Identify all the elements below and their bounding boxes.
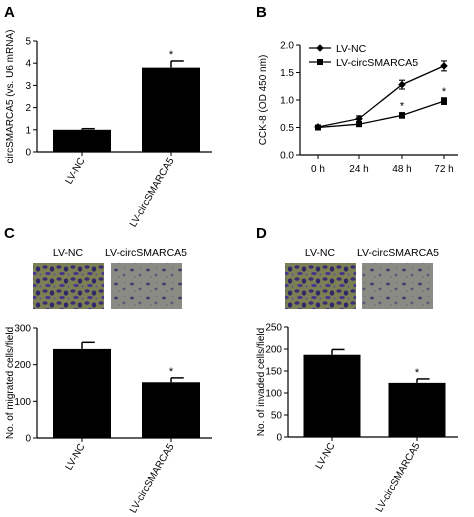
chart-d-y-tick-label: 150 bbox=[265, 367, 282, 378]
micrograph-c-lv-nc bbox=[33, 263, 104, 309]
chart-d-y-tick-label: 50 bbox=[271, 411, 283, 422]
panel-label-a: A bbox=[4, 4, 15, 21]
chart-d-y-tick-label: 250 bbox=[265, 323, 282, 334]
chart-b: 0.0 0.5 1.0 1.5 2.0 CCK-8 (OD 450 nm) 0 h 24 h 4… bbox=[258, 41, 458, 175]
chart-a-y-axis-label: circSMARCA5 (vs. U6 mRNA) bbox=[5, 30, 16, 164]
panel-label-c: C bbox=[4, 225, 15, 242]
chart-a-x-tick-label: LV-NC bbox=[64, 156, 88, 186]
chart-b-legend-label: LV-circSMARCA5 bbox=[336, 57, 418, 69]
chart-b-y-tick-label: 1.0 bbox=[280, 96, 294, 107]
chart-c-y-tick-label: 200 bbox=[14, 360, 31, 371]
chart-c-significance-marker: * bbox=[169, 366, 174, 378]
chart-b-y-tick-label: 1.5 bbox=[280, 68, 294, 79]
chart-b-y-tick-label: 0.0 bbox=[280, 151, 294, 162]
chart-d-x-tick-label: LV-NC bbox=[314, 441, 338, 471]
panel-label-d: D bbox=[256, 225, 267, 242]
micrograph-d-lv-nc bbox=[285, 263, 356, 309]
chart-a-y-tick-label: 3 bbox=[25, 81, 31, 92]
chart-d-y-tick-label: 200 bbox=[265, 345, 282, 356]
chart-b-legend-label: LV-NC bbox=[336, 43, 367, 55]
chart-b-point bbox=[399, 112, 405, 119]
chart-b-legend-marker bbox=[317, 59, 323, 65]
chart-b-point bbox=[355, 114, 363, 123]
chart-b-x-tick-label: 24 h bbox=[349, 164, 368, 175]
chart-b-x-tick-label: 0 h bbox=[311, 164, 325, 175]
chart-d-bar bbox=[388, 382, 446, 437]
micrograph-label-c-lv-nc: LV-NC bbox=[53, 247, 84, 259]
micrograph-label-d-lv-circsmarca5: LV-circSMARCA5 bbox=[357, 247, 439, 259]
chart-a-y-tick-label: 2 bbox=[25, 103, 31, 114]
chart-a-bar bbox=[53, 129, 111, 152]
chart-a-x-tick-label: LV-circSMARCA5 bbox=[128, 156, 177, 230]
chart-b-series-line bbox=[317, 65, 445, 128]
chart-d-y-tick-label: 100 bbox=[265, 389, 282, 400]
chart-a-y-tick-label: 4 bbox=[25, 59, 31, 70]
chart-b-significance-marker: * bbox=[400, 101, 405, 113]
chart-c-y-axis-label: No. of migrated cells/field bbox=[5, 327, 16, 439]
chart-b-point bbox=[441, 98, 447, 105]
chart-b-point bbox=[440, 62, 448, 70]
panel-label-b: B bbox=[256, 4, 267, 21]
chart-c-bar bbox=[142, 382, 200, 438]
chart-c-bar bbox=[53, 348, 111, 438]
chart-b-y-tick-label: 0.5 bbox=[280, 123, 294, 134]
chart-c-y-tick-label: 300 bbox=[14, 324, 31, 335]
chart-a: 0 1 2 3 4 5 circSMARCA5 (vs. U6 mRNA) LV-NC * LV-… bbox=[5, 30, 212, 230]
micrograph-d-lv-circsmarca5 bbox=[362, 263, 433, 309]
chart-d-y-tick-label: 0 bbox=[276, 433, 282, 444]
chart-a-y-tick-label: 5 bbox=[25, 37, 31, 48]
chart-c-y-tick-label: 0 bbox=[25, 434, 31, 445]
chart-a-bar bbox=[142, 67, 200, 152]
chart-b-significance-marker: * bbox=[442, 86, 447, 98]
chart-b-legend-marker bbox=[316, 44, 324, 52]
chart-b-x-tick-label: 72 h bbox=[434, 164, 453, 175]
chart-b-point bbox=[398, 80, 406, 89]
chart-b-point bbox=[356, 121, 362, 128]
chart-d-bar bbox=[303, 354, 361, 437]
chart-d-x-tick-label: LV-circSMARCA5 bbox=[374, 441, 423, 515]
micrograph-label-d-lv-nc: LV-NC bbox=[305, 247, 336, 259]
chart-b-y-tick-label: 2.0 bbox=[280, 41, 294, 52]
chart-b-series-line bbox=[317, 100, 445, 129]
chart-c-y-tick-label: 100 bbox=[14, 397, 31, 408]
chart-d-significance-marker: * bbox=[415, 367, 420, 379]
micrograph-label-c-lv-circsmarca5: LV-circSMARCA5 bbox=[105, 247, 187, 259]
chart-a-y-tick-label: 1 bbox=[25, 125, 31, 136]
chart-b-point bbox=[315, 124, 321, 131]
chart-b-x-tick-label: 48 h bbox=[392, 164, 411, 175]
chart-a-significance-marker: * bbox=[169, 49, 174, 61]
chart-a-y-tick-label: 0 bbox=[25, 148, 31, 159]
chart-c-x-tick-label: LV-circSMARCA5 bbox=[128, 442, 177, 516]
chart-b-y-axis-label: CCK-8 (OD 450 nm) bbox=[258, 55, 269, 146]
micrograph-c-lv-circsmarca5 bbox=[111, 263, 182, 309]
chart-c-x-tick-label: LV-NC bbox=[64, 442, 88, 472]
chart-d-y-axis-label: No. of invaded cells/field bbox=[256, 328, 267, 436]
